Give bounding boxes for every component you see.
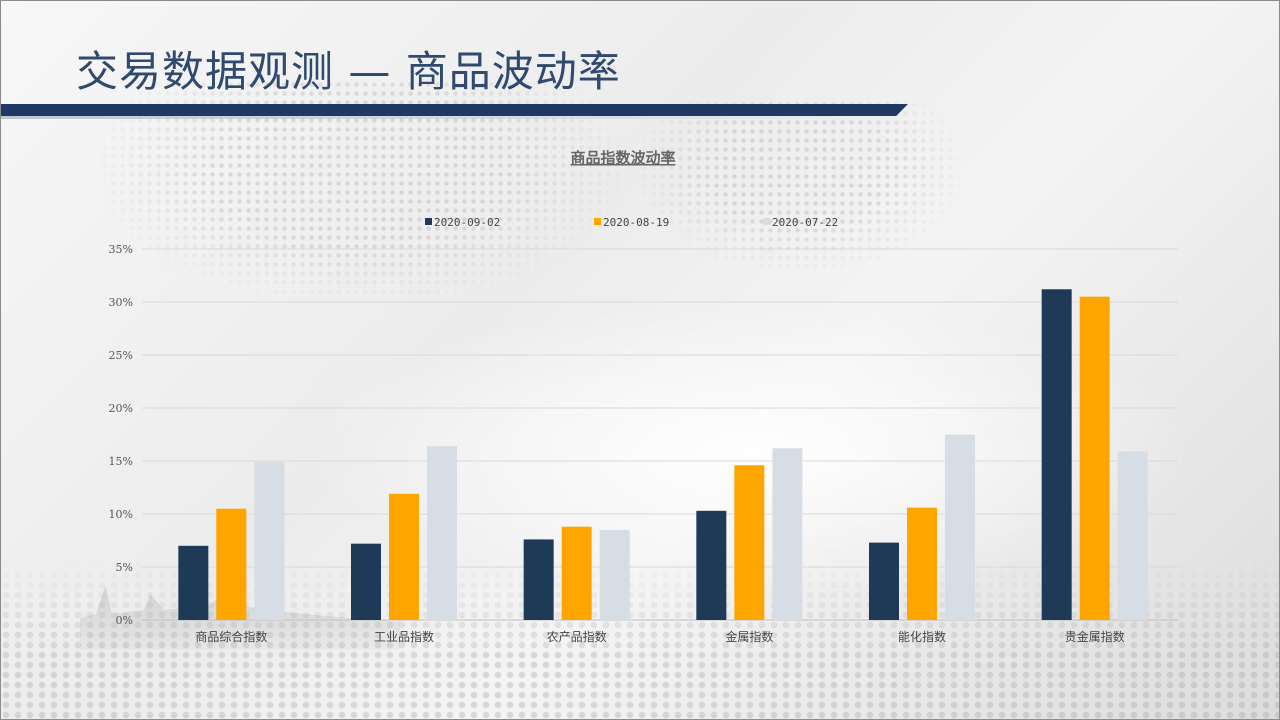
bar [389,493,419,620]
header-divider-bar [0,104,908,116]
chart-bars [178,289,1148,620]
bar [772,448,803,620]
chart-gridlines [142,248,1178,621]
header-divider-shadow [0,116,920,119]
world-map-dots-background [100,80,620,300]
bar [907,507,937,620]
page-title: 交易数据观测 — 商品波动率 [76,47,621,96]
legend-swatch [763,218,770,225]
bar [734,465,765,620]
legend-swatch [594,218,601,225]
legend-label: 2020-08-19 [603,216,669,229]
bar [216,508,247,620]
y-tick-label: 5% [116,561,133,574]
bar [561,526,592,620]
bar [1041,289,1072,620]
y-axis-ticks: 0% 5% 10% 15% 20% 25% 30% 35% [109,243,133,627]
y-tick-label: 10% [109,508,133,521]
bar [254,462,285,620]
legend-label: 2020-07-22 [772,216,838,229]
y-tick-label: 0% [116,614,133,627]
x-tick-label: 金属指数 [725,629,773,644]
bar [945,434,975,620]
x-tick-label: 贵金属指数 [1065,629,1125,644]
bar [178,545,209,620]
x-tick-label: 农产品指数 [547,629,607,644]
bar [599,529,630,620]
y-tick-label: 35% [109,243,133,256]
x-tick-label: 能化指数 [898,629,946,644]
bar [696,510,727,620]
world-map-dots-background-right [640,100,960,270]
x-axis-ticks: 商品综合指数 工业品指数 农产品指数 金属指数 能化指数 贵金属指数 [195,629,1124,644]
bar [1079,296,1110,620]
x-tick-label: 工业品指数 [374,629,434,644]
bar [1117,451,1148,620]
bar [523,539,554,620]
x-tick-label: 商品综合指数 [195,629,267,644]
y-tick-label: 25% [109,349,133,362]
y-tick-label: 20% [109,402,133,415]
bar [869,542,899,620]
legend-swatch [425,218,432,225]
legend-label: 2020-09-02 [434,216,500,229]
chart-title: 商品指数波动率 [570,149,675,167]
chart-legend: 2020-09-02 2020-08-19 2020-07-22 [425,216,838,229]
y-tick-label: 15% [109,455,133,468]
bar [427,446,457,620]
bar [351,543,381,620]
y-tick-label: 30% [109,296,133,309]
